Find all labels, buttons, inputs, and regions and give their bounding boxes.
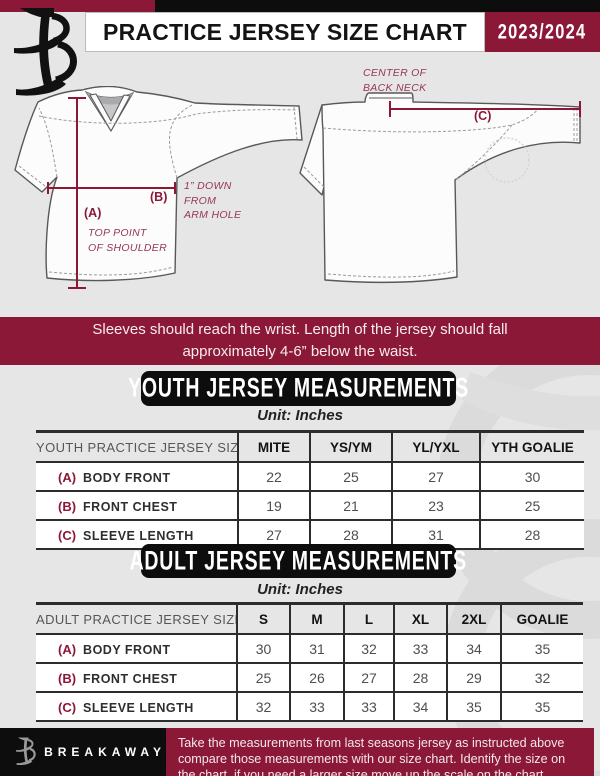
- row-tag: (B): [58, 498, 77, 514]
- adult-col-header-xl: XL: [393, 602, 447, 635]
- value-cell: 32: [343, 634, 394, 664]
- back-jersey-diagram: [299, 92, 581, 283]
- annotation-b-tag: (B): [150, 190, 168, 204]
- youth-col-header-ysym: YS/YM: [309, 430, 392, 463]
- youth-col-header-size: YOUTH PRACTICE JERSEY SIZE: [36, 430, 238, 463]
- value-cell: 25: [309, 462, 392, 492]
- value-cell: 35: [500, 692, 583, 722]
- annotation-a-text: TOP POINT OF SHOULDER: [88, 227, 167, 254]
- adult-size-table: ADULT PRACTICE JERSEY SIZE S M L XL 2XL …: [36, 602, 583, 722]
- value-cell: 34: [446, 634, 501, 664]
- adult-col-header-goalie: GOALIE: [500, 602, 583, 635]
- row-label: BODY FRONT: [83, 470, 171, 485]
- brand-name: BREAKAWAY: [44, 745, 166, 759]
- breakaway-b-logo-small-icon: [16, 737, 36, 766]
- value-cell: 35: [500, 634, 583, 664]
- adult-unit-label: Unit: Inches: [257, 581, 343, 598]
- adult-col-header-size: ADULT PRACTICE JERSEY SIZE: [36, 602, 237, 635]
- value-cell: 32: [236, 692, 290, 722]
- value-cell: 33: [289, 692, 344, 722]
- front-measurement-lines: [47, 97, 176, 289]
- value-cell: 28: [393, 663, 447, 693]
- row-label: SLEEVE LENGTH: [83, 700, 194, 715]
- value-cell: 33: [393, 634, 447, 664]
- youth-col-header-ylyxl: YL/YXL: [391, 430, 480, 463]
- breakaway-b-logo-icon: [14, 8, 77, 96]
- back-measurement-line: [389, 101, 581, 117]
- row-tag: (C): [58, 699, 77, 715]
- value-cell: 35: [446, 692, 501, 722]
- value-cell: 19: [237, 491, 310, 521]
- adult-table-header-row: ADULT PRACTICE JERSEY SIZE S M L XL 2XL …: [36, 602, 583, 635]
- value-cell: 30: [236, 634, 290, 664]
- value-cell: 31: [289, 634, 344, 664]
- youth-size-table: YOUTH PRACTICE JERSEY SIZE MITE YS/YM YL…: [36, 430, 584, 550]
- adult-col-header-s: S: [236, 602, 290, 635]
- footer-brand-box: BREAKAWAY: [0, 728, 166, 776]
- row-tag: (B): [58, 670, 77, 686]
- adult-section-title: ADULT JERSEY MEASUREMENTS: [129, 545, 468, 576]
- row-label-cell: (B) FRONT CHEST: [36, 663, 237, 693]
- value-cell: 26: [289, 663, 344, 693]
- value-cell: 25: [479, 491, 584, 521]
- notice-text: Sleeves should reach the wrist. Length o…: [92, 321, 508, 360]
- youth-section-title: YOUTH JERSEY MEASUREMENTS: [128, 372, 469, 404]
- youth-col-header-mite: MITE: [237, 430, 310, 463]
- adult-col-header-l: L: [343, 602, 394, 635]
- notice-banner: Sleeves should reach the wrist. Length o…: [0, 317, 600, 365]
- season-badge: 2023/2024: [485, 12, 600, 52]
- adult-col-header-2xl: 2XL: [446, 602, 501, 635]
- value-cell: 34: [393, 692, 447, 722]
- value-cell: 27: [343, 663, 394, 693]
- row-label-cell: (B) FRONT CHEST: [36, 491, 238, 521]
- table-row: (B) FRONT CHEST 19 21 23 25: [36, 491, 584, 521]
- row-label: FRONT CHEST: [83, 499, 178, 514]
- annotation-a-tag: (A): [84, 206, 102, 220]
- page-title: PRACTICE JERSEY SIZE CHART: [103, 18, 467, 45]
- row-label: BODY FRONT: [83, 642, 171, 657]
- value-cell: 30: [479, 462, 584, 492]
- value-cell: 32: [500, 663, 583, 693]
- row-label: FRONT CHEST: [83, 671, 178, 686]
- row-label-cell: (A) BODY FRONT: [36, 634, 237, 664]
- table-row: (B) FRONT CHEST 25 26 27 28 29 32: [36, 663, 583, 693]
- value-cell: 25: [236, 663, 290, 693]
- front-jersey-diagram: [14, 86, 303, 289]
- annotation-c-text: CENTER OF BACK NECK: [363, 67, 427, 94]
- youth-table-header-row: YOUTH PRACTICE JERSEY SIZE MITE YS/YM YL…: [36, 430, 584, 463]
- row-label-cell: (A) BODY FRONT: [36, 462, 238, 492]
- annotation-c-tag: (C): [474, 109, 492, 123]
- row-tag: (C): [58, 527, 77, 543]
- row-label-cell: (C) SLEEVE LENGTH: [36, 692, 237, 722]
- value-cell: 21: [309, 491, 392, 521]
- season-label: 2023/2024: [498, 19, 587, 44]
- top-accent-strip-black: [155, 0, 600, 12]
- row-tag: (A): [58, 469, 77, 485]
- table-row: (C) SLEEVE LENGTH 32 33 33 34 35 35: [36, 692, 583, 722]
- adult-col-header-m: M: [289, 602, 344, 635]
- value-cell: 28: [479, 520, 584, 550]
- youth-section-title-pill: YOUTH JERSEY MEASUREMENTS: [128, 371, 468, 406]
- footer-note: Take the measurements from last seasons …: [178, 736, 566, 776]
- table-row: (A) BODY FRONT 22 25 27 30: [36, 462, 584, 492]
- value-cell: 23: [391, 491, 480, 521]
- annotation-b-text: 1” DOWN FROM ARM HOLE: [184, 180, 242, 221]
- page-title-box: PRACTICE JERSEY SIZE CHART: [85, 12, 485, 52]
- row-label: SLEEVE LENGTH: [83, 528, 194, 543]
- youth-col-header-goalie: YTH GOALIE: [479, 430, 584, 463]
- value-cell: 22: [237, 462, 310, 492]
- table-row: (A) BODY FRONT 30 31 32 33 34 35: [36, 634, 583, 664]
- adult-section-title-pill: ADULT JERSEY MEASUREMENTS: [130, 544, 466, 578]
- value-cell: 29: [446, 663, 501, 693]
- footer-note-box: Take the measurements from last seasons …: [166, 728, 594, 776]
- value-cell: 33: [343, 692, 394, 722]
- row-tag: (A): [58, 641, 77, 657]
- value-cell: 27: [391, 462, 480, 492]
- youth-unit-label: Unit: Inches: [257, 407, 343, 424]
